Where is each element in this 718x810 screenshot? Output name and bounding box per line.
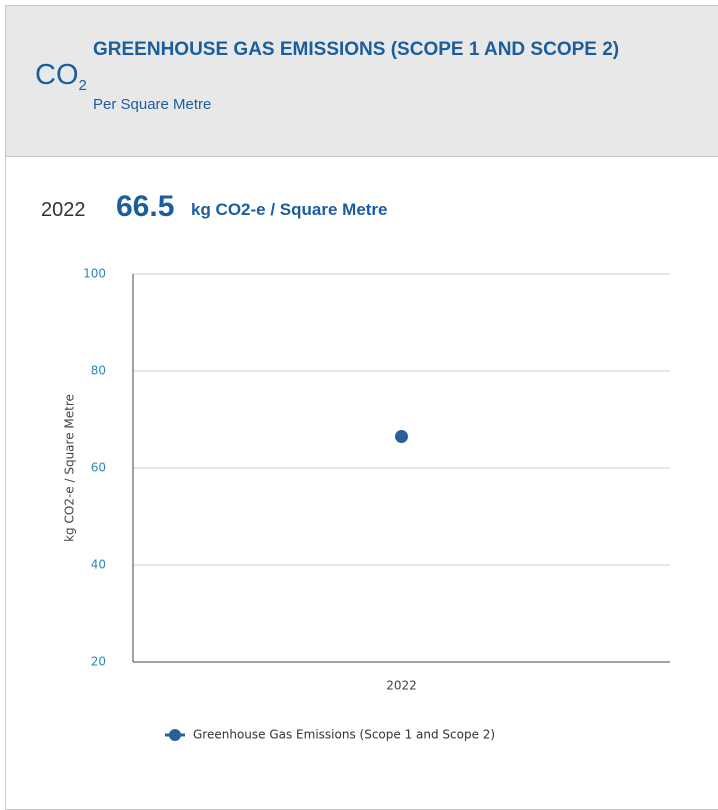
y-tick-label: 20 xyxy=(91,655,106,669)
y-tick-label: 100 xyxy=(83,267,106,281)
card: CO2 GREENHOUSE GAS EMISSIONS (SCOPE 1 AN… xyxy=(5,5,718,810)
kpi-value: 66.5 xyxy=(116,190,175,223)
legend-label: Greenhouse Gas Emissions (Scope 1 and Sc… xyxy=(193,728,495,742)
kpi-unit: kg CO2-e / Square Metre xyxy=(191,200,388,219)
x-tick-label: 2022 xyxy=(386,679,417,693)
icon: CO2 xyxy=(35,59,87,94)
y-tick-label: 80 xyxy=(91,364,106,378)
card-header: CO2 GREENHOUSE GAS EMISSIONS (SCOPE 1 AN… xyxy=(6,6,718,157)
icon-sub: 2 xyxy=(78,77,87,94)
y-tick-label: 60 xyxy=(91,461,106,475)
y-axis-label: kg CO2-e / Square Metre xyxy=(63,394,77,542)
kpi-year: 2022 xyxy=(41,199,86,221)
subtitle: Per Square Metre xyxy=(93,96,212,113)
point xyxy=(395,429,408,443)
title: GREENHOUSE GAS EMISSIONS (SCOPE 1 AND SC… xyxy=(93,39,620,60)
legend-marker xyxy=(169,729,181,741)
y-tick-label: 40 xyxy=(91,558,106,572)
icon-text: CO xyxy=(35,59,79,91)
